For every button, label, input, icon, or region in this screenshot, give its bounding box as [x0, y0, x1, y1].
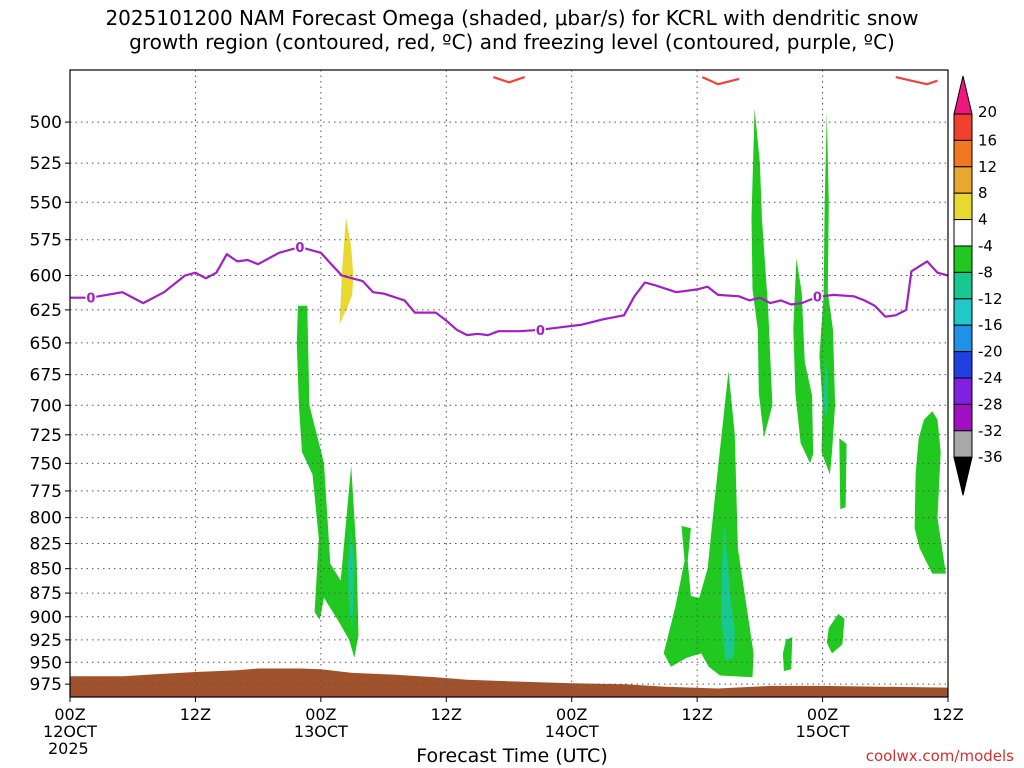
- y-tick-label-725: 725: [30, 426, 62, 446]
- freezing-level-label-2: 0: [536, 324, 545, 339]
- omega-region-3: [663, 370, 754, 678]
- colorbar-label-8: -16: [978, 316, 1003, 334]
- y-tick-label-825: 825: [30, 535, 62, 555]
- credit-text: coolwx.com/models: [865, 747, 1014, 765]
- title-line-2: growth region (contoured, red, ºC) and f…: [129, 30, 895, 54]
- colorbar-box-12: [953, 430, 973, 458]
- dendritic-contour-2: [895, 76, 938, 86]
- colorbar-label-5: -4: [978, 237, 993, 255]
- colorbar-label-9: -20: [978, 343, 1003, 361]
- omega-region-8: [823, 355, 828, 418]
- x-tick-label-48-0: 00Z: [556, 705, 587, 724]
- x-tick-label-0-2: 2025: [48, 739, 89, 758]
- colorbar-label-13: -36: [978, 448, 1003, 466]
- colorbar-box-8: [953, 324, 973, 353]
- x-tick-label-72-1: 15OCT: [796, 722, 850, 741]
- colorbar-label-3: 8: [978, 184, 988, 202]
- colorbar-box-11: [953, 403, 973, 432]
- y-tick-label-525: 525: [30, 154, 62, 174]
- colorbar-label-2: 12: [978, 158, 997, 176]
- x-axis-label: Forecast Time (UTC): [416, 745, 608, 767]
- freezing-level-line: [70, 245, 948, 337]
- omega-region-1: [296, 305, 359, 658]
- x-tick-label-0-0: 00Z: [54, 705, 85, 724]
- freezing-level-label-3: 0: [813, 290, 822, 305]
- colorbar-box-2: [953, 166, 973, 194]
- dendritic-contour-0: [492, 76, 526, 84]
- plot-frame: [69, 69, 949, 698]
- freezing-level-label-1: 0: [295, 241, 304, 256]
- colorbar-label-1: 16: [978, 131, 997, 149]
- omega-region-11: [782, 637, 793, 672]
- y-tick-label-950: 950: [30, 653, 62, 673]
- omega-region-5: [751, 108, 773, 438]
- y-tick-label-700: 700: [30, 396, 62, 416]
- colorbar-label-11: -28: [978, 395, 1003, 413]
- omega-region-9: [839, 438, 847, 510]
- colorbar-box-9: [953, 351, 973, 379]
- omega-region-10: [914, 411, 946, 574]
- surface-terrain-fill: [70, 668, 948, 697]
- colorbar-bottom-arrow: [953, 456, 973, 496]
- omega-region-12: [826, 614, 845, 654]
- x-tick-label-24-1: 13OCT: [294, 722, 348, 741]
- x-tick-label-60-0: 12Z: [681, 705, 712, 724]
- colorbar-label-7: -12: [978, 290, 1003, 308]
- omega-region-4: [721, 522, 735, 661]
- y-tick-label-850: 850: [30, 560, 62, 580]
- y-tick-label-875: 875: [30, 584, 62, 604]
- colorbar-top-arrow: [953, 75, 973, 115]
- omega-region-6: [793, 258, 814, 464]
- colorbar-box-1: [953, 139, 973, 168]
- colorbar-box-6: [953, 271, 973, 300]
- colorbar-box-10: [953, 377, 973, 405]
- y-tick-label-575: 575: [30, 231, 62, 251]
- x-tick-label-36-0: 12Z: [431, 705, 462, 724]
- y-tick-label-600: 600: [30, 267, 62, 287]
- x-tick-label-12-0: 12Z: [180, 705, 211, 724]
- colorbar-box-7: [953, 298, 973, 326]
- y-tick-label-500: 500: [30, 113, 62, 133]
- x-tick-label-24-0: 00Z: [305, 705, 336, 724]
- omega-region-7: [819, 111, 836, 475]
- y-tick-label-775: 775: [30, 482, 62, 502]
- y-tick-label-550: 550: [30, 193, 62, 213]
- colorbar-box-0: [953, 113, 973, 141]
- y-tick-label-750: 750: [30, 454, 62, 474]
- colorbar-box-5: [953, 245, 973, 273]
- y-tick-label-900: 900: [30, 608, 62, 628]
- colorbar-label-10: -24: [978, 369, 1003, 387]
- colorbar-label-6: -8: [978, 263, 993, 281]
- colorbar-box-3: [953, 192, 973, 221]
- freezing-level-label-0: 0: [86, 292, 95, 307]
- omega-region-2: [348, 528, 355, 631]
- y-tick-label-925: 925: [30, 631, 62, 651]
- y-tick-label-975: 975: [30, 675, 62, 695]
- chart-title: 2025101200 NAM Forecast Omega (shaded, μ…: [0, 6, 1024, 54]
- omega-region-0: [339, 217, 354, 325]
- y-tick-label-650: 650: [30, 334, 62, 354]
- y-tick-label-675: 675: [30, 366, 62, 386]
- x-tick-label-48-1: 14OCT: [545, 722, 599, 741]
- colorbar-label-4: 4: [978, 211, 988, 229]
- colorbar-box-4: [953, 219, 973, 247]
- x-tick-label-84-0: 12Z: [932, 705, 963, 724]
- x-tick-label-0-1: 12OCT: [43, 722, 97, 741]
- x-tick-label-72-0: 00Z: [807, 705, 838, 724]
- dendritic-contour-1: [701, 76, 740, 86]
- y-tick-label-800: 800: [30, 509, 62, 529]
- title-line-1: 2025101200 NAM Forecast Omega (shaded, μ…: [105, 6, 919, 30]
- colorbar-label-12: -32: [978, 422, 1003, 440]
- colorbar-label-0: 20: [978, 103, 997, 121]
- y-tick-label-625: 625: [30, 301, 62, 321]
